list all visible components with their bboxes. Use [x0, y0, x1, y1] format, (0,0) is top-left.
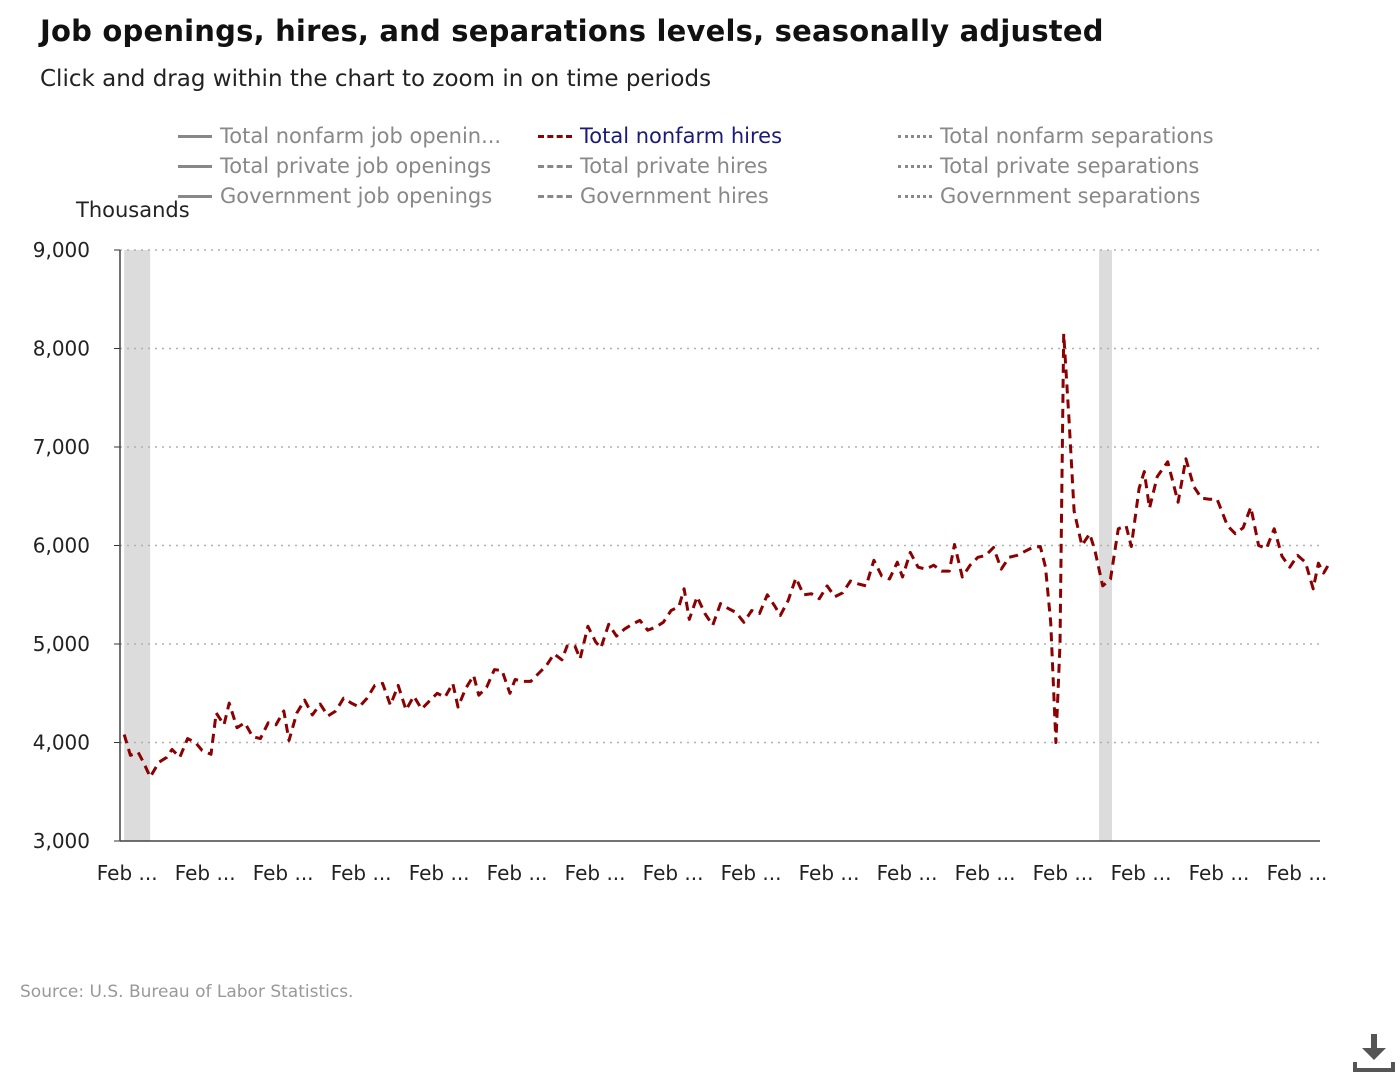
legend-swatch	[538, 164, 572, 168]
legend-item[interactable]: Total private job openings	[178, 152, 491, 180]
source-note: Source: U.S. Bureau of Labor Statistics.	[20, 982, 354, 1002]
y-tick-label: 3,000	[33, 829, 90, 853]
recession-band	[1099, 250, 1113, 841]
x-tick-label: Feb ...	[97, 861, 158, 885]
legend-label: Total private job openings	[220, 154, 492, 178]
chart-title: Job openings, hires, and separations lev…	[40, 14, 1104, 48]
legend-label: Government job openings	[220, 184, 493, 208]
legend-item[interactable]: Government hires	[538, 182, 769, 210]
legend-swatch	[538, 134, 572, 138]
legend-item[interactable]: Total private separations	[898, 152, 1199, 180]
x-tick-label: Feb ...	[331, 861, 392, 885]
x-tick-label: Feb ...	[955, 861, 1016, 885]
x-tick-label: Feb ...	[1111, 861, 1172, 885]
legend-item[interactable]: Total nonfarm job openin...	[178, 122, 501, 150]
legend-swatch	[898, 134, 932, 138]
x-tick-label: Feb ...	[487, 861, 548, 885]
chart-subtitle: Click and drag within the chart to zoom …	[40, 66, 712, 92]
legend-label: Total nonfarm separations	[940, 124, 1214, 148]
legend-item[interactable]: Total nonfarm separations	[898, 122, 1214, 150]
legend-swatch	[178, 134, 212, 138]
legend-label: Total nonfarm job openin...	[220, 124, 502, 148]
legend-item[interactable]: Total private hires	[538, 152, 768, 180]
x-tick-label: Feb ...	[175, 861, 236, 885]
y-axis-units-label: Thousands	[76, 198, 190, 222]
x-tick-label: Feb ...	[643, 861, 704, 885]
x-tick-label: Feb ...	[721, 861, 782, 885]
legend-label: Government separations	[940, 184, 1201, 208]
y-tick-label: 4,000	[33, 731, 90, 755]
x-tick-label: Feb ...	[799, 861, 860, 885]
legend-label: Government hires	[580, 184, 769, 208]
download-icon[interactable]	[1352, 1030, 1396, 1074]
chart-plot-area[interactable]: 3,000 4,000 5,000 6,000 7,000 8,000 9,000 Feb .…	[0, 0, 1400, 940]
series-line-total-nonfarm-hires	[122, 332, 1331, 779]
legend-item[interactable]: Government separations	[898, 182, 1200, 210]
legend-item[interactable]: Total nonfarm hires	[538, 122, 782, 150]
x-tick-label: Feb ...	[253, 861, 314, 885]
legend-swatch	[178, 164, 212, 168]
legend-label: Total private separations	[940, 154, 1200, 178]
y-tick-label: 6,000	[33, 534, 90, 558]
legend-label: Total private hires	[580, 154, 768, 178]
y-tick-label: 8,000	[33, 337, 90, 361]
x-tick-label: Feb ...	[565, 861, 626, 885]
x-tick-label: Feb ...	[1267, 861, 1328, 885]
x-tick-label: Feb ...	[1033, 861, 1094, 885]
legend-swatch	[898, 194, 932, 198]
x-tick-label: Feb ...	[877, 861, 938, 885]
legend-swatch	[178, 194, 212, 198]
y-tick-label: 7,000	[33, 435, 90, 459]
x-tick-label: Feb ...	[1189, 861, 1250, 885]
x-tick-label: Feb ...	[409, 861, 470, 885]
y-tick-label: 5,000	[33, 632, 90, 656]
legend-swatch	[898, 164, 932, 168]
legend-item[interactable]: Government job openings	[178, 182, 492, 210]
legend-label: Total nonfarm hires	[580, 124, 783, 148]
y-tick-label: 9,000	[33, 238, 90, 262]
legend-swatch	[538, 194, 572, 198]
